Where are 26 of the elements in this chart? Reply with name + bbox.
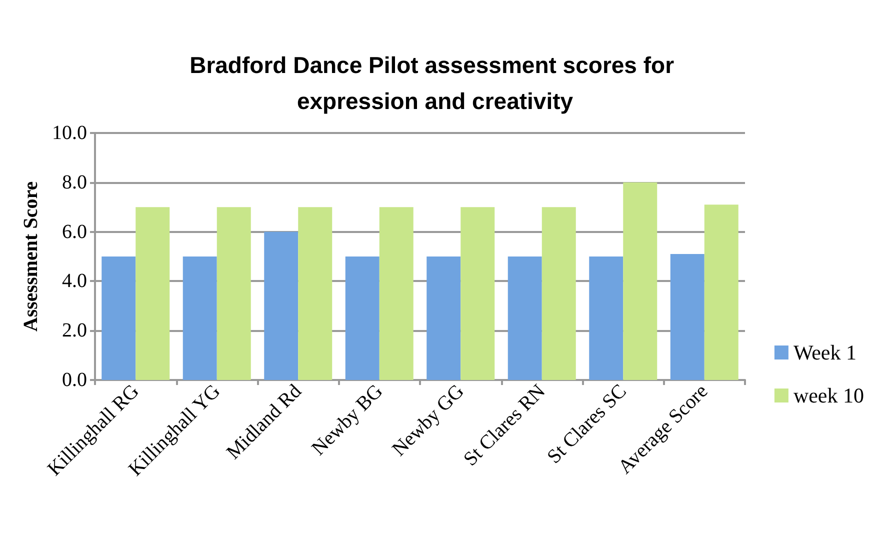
bar bbox=[298, 207, 332, 380]
bar bbox=[345, 256, 380, 380]
bar bbox=[704, 204, 738, 380]
bar bbox=[182, 256, 217, 380]
bar bbox=[216, 207, 251, 380]
chart-title: Bradford Dance Pilot assessment scores for expression and creativity bbox=[190, 52, 680, 114]
bar bbox=[589, 256, 624, 380]
y-tick-label: 6.0 bbox=[62, 220, 87, 243]
legend-label: week 10 bbox=[793, 384, 864, 408]
y-tick-label: 4.0 bbox=[62, 270, 87, 292]
bar bbox=[426, 256, 461, 380]
y-tick-label: 2.0 bbox=[62, 320, 87, 342]
bar bbox=[136, 207, 170, 380]
y-axis-title: Assessment Score bbox=[20, 181, 42, 332]
bar bbox=[623, 182, 658, 380]
bar bbox=[379, 207, 414, 380]
bar bbox=[102, 256, 136, 380]
bar bbox=[460, 207, 495, 380]
bar bbox=[264, 232, 298, 380]
legend-label: Week 1 bbox=[793, 340, 856, 364]
bar bbox=[542, 207, 576, 380]
bar bbox=[670, 254, 704, 380]
y-tick-label: 10.0 bbox=[52, 122, 87, 144]
bar bbox=[508, 256, 542, 380]
y-tick-label: 0.0 bbox=[62, 369, 87, 391]
y-tick-label: 8.0 bbox=[62, 171, 87, 194]
